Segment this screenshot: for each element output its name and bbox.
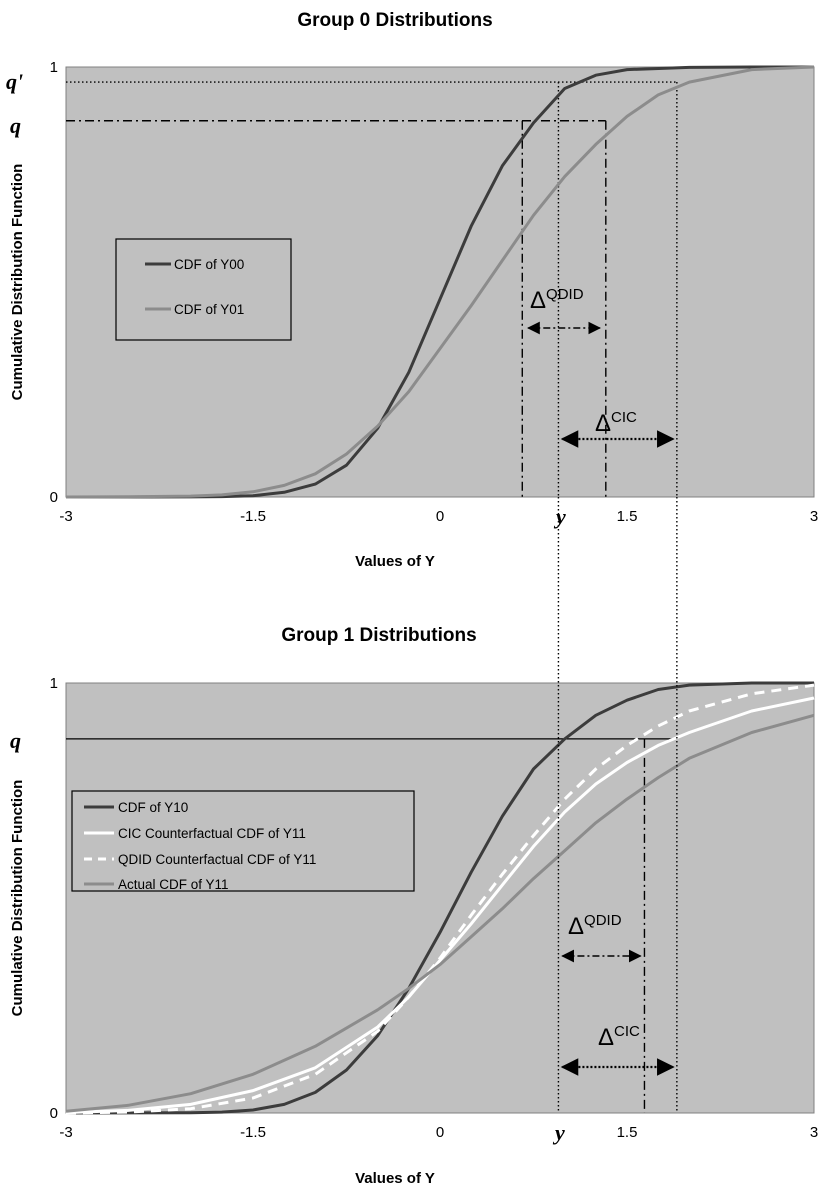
x-tick-label: 0 [436, 1124, 444, 1141]
y-tick-label: 0 [50, 1105, 58, 1122]
series-lines [65, 65, 815, 499]
legend-entry-y11: Actual CDF of Y11 [118, 877, 229, 892]
legend-entry-qdid: QDID Counterfactual CDF of Y11 [118, 852, 316, 867]
group-0-chart: Group 0 Distributions -3 -1.5 0 1.5 3 0 1 Valu… [6, 10, 818, 570]
chart-title: Group 0 Distributions [297, 10, 492, 31]
x-tick-label: -1.5 [240, 1124, 266, 1141]
y-tick-label: 1 [50, 675, 58, 692]
y-tick-label: 0 [50, 489, 58, 506]
legend-entry-cic: CIC Counterfactual CDF of Y11 [118, 826, 306, 841]
guide-lines [66, 81, 678, 497]
legend: CDF of Y10 CIC Counterfactual CDF of Y11… [71, 790, 415, 892]
series-line-0 [66, 65, 814, 499]
legend: CDF of Y00 CDF of Y01 [115, 238, 292, 341]
guide-lines [66, 738, 677, 1113]
plot-area [65, 682, 815, 1114]
y-marker-label: y [552, 1120, 565, 1145]
y-axis-label: Cumulative Distribution Function [9, 780, 26, 1017]
series-line-1 [65, 696, 815, 1115]
x-tick-label: 3 [810, 1124, 818, 1141]
series-line-0 [65, 681, 814, 1115]
series-line-1 [65, 65, 815, 499]
x-tick-label: 3 [810, 508, 818, 525]
y-marker-label: y [553, 504, 566, 529]
q-label: q [10, 113, 21, 138]
series-lines [65, 681, 815, 1115]
q-label: q [10, 728, 21, 753]
y-tick-label: 1 [50, 59, 58, 76]
delta-qdid-annotation: ΔQDID [568, 912, 622, 940]
tick-labels: -3 -1.5 0 1.5 3 0 1 [50, 59, 819, 525]
x-tick-label: -1.5 [240, 508, 266, 525]
legend-entry-y01: CDF of Y01 [174, 302, 244, 317]
delta-cic-annotation: ΔCIC [598, 1023, 640, 1051]
delta-qdid-annotation: ΔQDID [530, 286, 584, 314]
x-tick-label: 1.5 [617, 1124, 638, 1141]
group-1-chart: Group 1 Distributions -3 -1.5 0 1.5 3 0 1 Valu… [9, 625, 818, 1187]
series-line-3 [65, 713, 815, 1113]
tick-labels: -3 -1.5 0 1.5 3 0 1 [50, 675, 819, 1141]
legend-box [115, 238, 292, 341]
legend-entry-y00: CDF of Y00 [174, 257, 244, 272]
legend-box [71, 790, 415, 892]
x-tick-label: -3 [59, 1124, 72, 1141]
x-axis-label: Values of Y [355, 1170, 435, 1187]
panel-connectors [557, 497, 678, 1113]
series-line-2 [65, 683, 815, 1115]
chart-title: Group 1 Distributions [281, 625, 476, 646]
x-axis-label: Values of Y [355, 553, 435, 570]
x-tick-label: 0 [436, 508, 444, 525]
q-prime-label: q' [6, 69, 23, 94]
x-tick-label: -3 [59, 508, 72, 525]
legend-entry-y10: CDF of Y10 [118, 800, 188, 815]
y-axis-label: Cumulative Distribution Function [9, 164, 26, 401]
x-tick-label: 1.5 [617, 508, 638, 525]
